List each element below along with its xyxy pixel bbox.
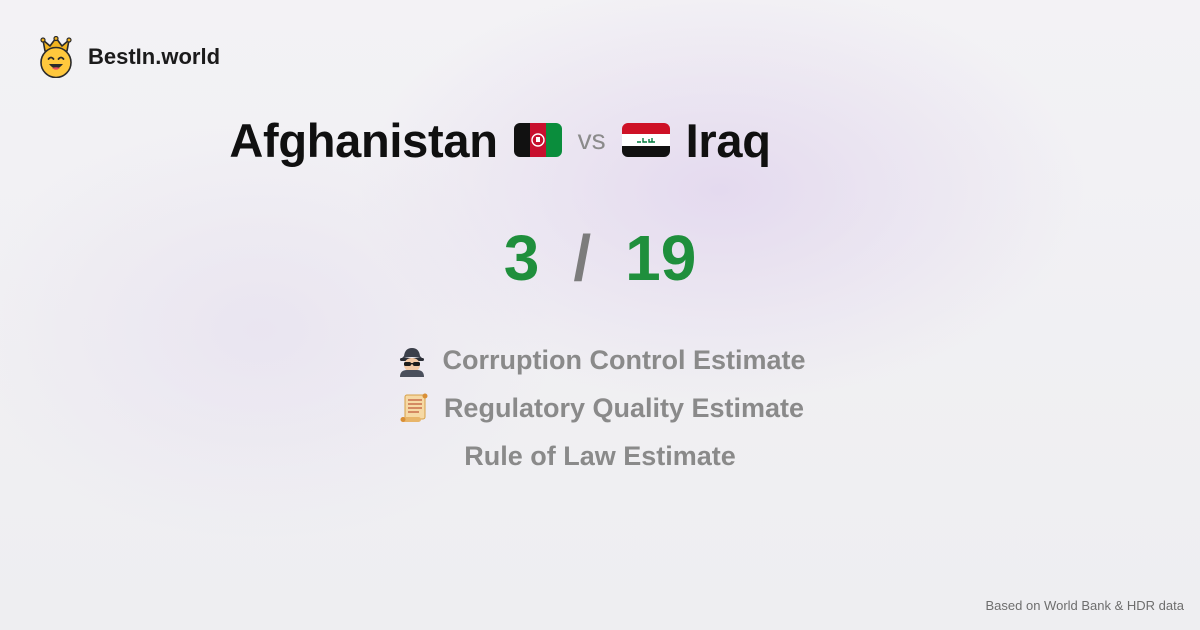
right-score: 19 bbox=[625, 221, 697, 294]
metric-label: Corruption Control Estimate bbox=[442, 344, 806, 375]
score-separator: / bbox=[573, 221, 592, 294]
spy-icon bbox=[399, 348, 424, 377]
metric-label: Rule of Law Estimate bbox=[464, 440, 736, 471]
crown-smiley-icon bbox=[40, 36, 72, 78]
brand-name: BestIn.world bbox=[88, 44, 221, 69]
brand[interactable]: BestIn.world bbox=[38, 36, 220, 78]
metric-item: Regulatory Quality Estimate bbox=[0, 384, 1200, 432]
scroll-icon bbox=[400, 393, 428, 422]
metric-list: Corruption Control Estimate Regulatory Q… bbox=[0, 336, 1200, 480]
data-source-note: Based on World Bank & HDR data bbox=[985, 598, 1184, 613]
metric-label: Regulatory Quality Estimate bbox=[443, 392, 805, 423]
metric-item: Rule of Law Estimate bbox=[0, 432, 1200, 480]
metric-item: Corruption Control Estimate bbox=[0, 336, 1200, 384]
comparison-title: Afghanistan vs Iraq bbox=[0, 108, 1000, 172]
afghanistan-flag-icon bbox=[513, 123, 562, 157]
right-country-name: Iraq bbox=[685, 113, 771, 167]
iraq-flag-icon bbox=[621, 123, 670, 157]
vs-label: vs bbox=[577, 124, 606, 155]
score-comparison: 3 / 19 bbox=[0, 215, 1200, 300]
left-country-name: Afghanistan bbox=[229, 113, 498, 167]
left-score: 3 bbox=[503, 221, 540, 294]
